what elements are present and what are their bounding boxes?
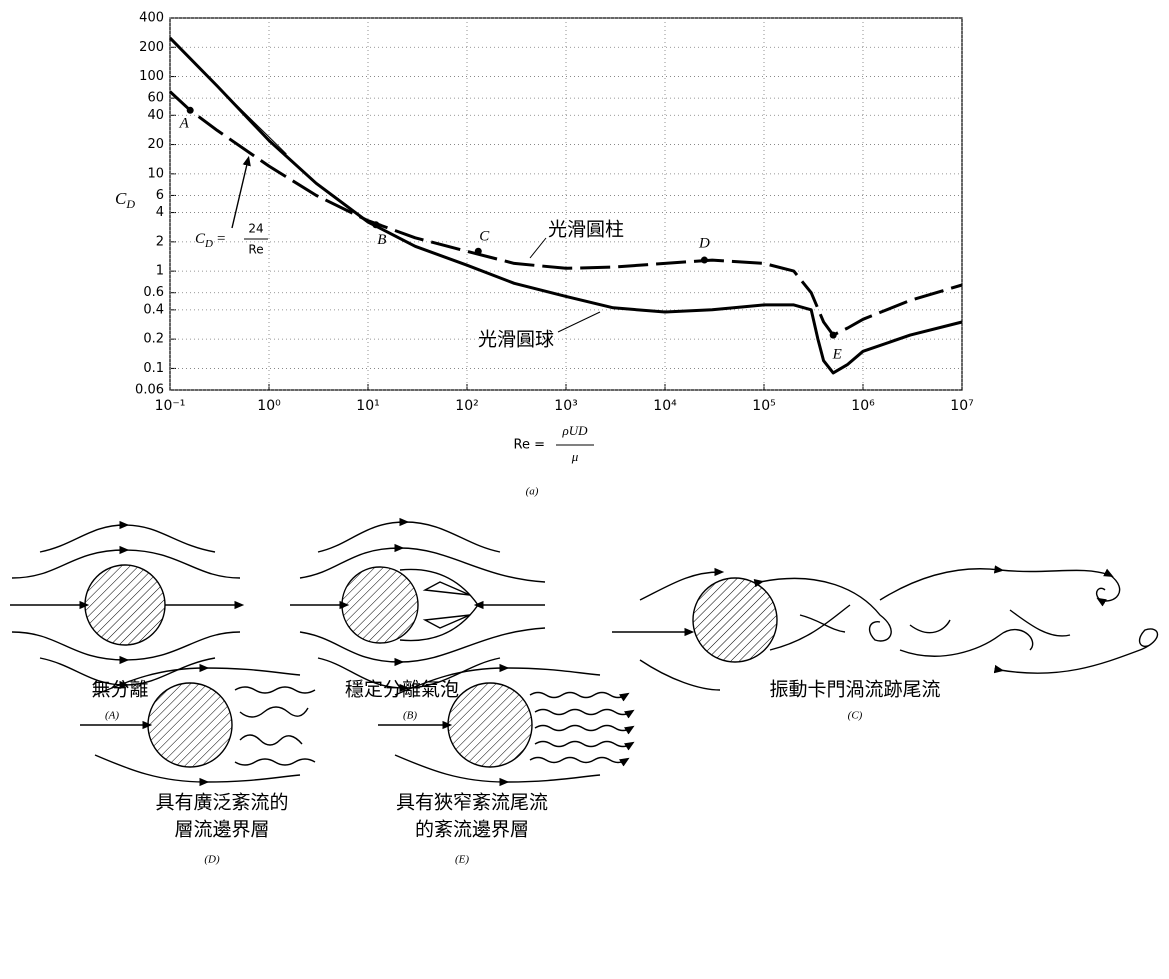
cylinder (448, 683, 532, 767)
point-label: E (832, 347, 842, 363)
y-tick-label: 40 (147, 108, 164, 123)
diagram-tag: (A) (105, 710, 119, 722)
cylinder (342, 567, 418, 643)
diagram-tag: (C) (848, 710, 863, 722)
y-tick-label: 100 (139, 69, 164, 84)
diagram-title: 穩定分離氣泡 (345, 679, 459, 701)
y-tick-label: 10 (147, 166, 164, 181)
formula-eq: = (217, 231, 225, 247)
point-label: D (698, 235, 710, 251)
diagram-title: 具有狹窄紊流尾流 (396, 792, 548, 814)
x-tick-label: 10⁶ (851, 398, 875, 414)
y-tick-label: 2 (156, 234, 164, 249)
point-label: A (179, 116, 190, 132)
y-tick-label: 200 (139, 40, 164, 55)
y-tick-label: 0.6 (143, 285, 164, 300)
y-label-main: C (115, 189, 127, 208)
diagram-tag: (D) (204, 854, 220, 866)
diagram-title: 的紊流邊界層 (415, 819, 529, 841)
y-label-sub: D (125, 197, 135, 211)
formula-den: Re (248, 243, 263, 257)
formula-num: 24 (248, 222, 263, 236)
point-label: B (377, 232, 386, 248)
y-tick-label: 400 (139, 11, 164, 26)
point (701, 257, 708, 264)
y-tick-label: 4 (156, 205, 164, 220)
cylinder (693, 578, 777, 662)
x-label-lhs: Re = (514, 438, 545, 453)
point (187, 107, 194, 114)
diagram-tag: (B) (403, 710, 417, 722)
y-tick-label: 0.4 (143, 302, 164, 317)
diagram-tag: (E) (455, 854, 469, 866)
x-tick-label: 10¹ (356, 398, 379, 414)
y-tick-label: 0.2 (143, 332, 164, 347)
x-tick-label: 10⁰ (257, 398, 281, 414)
point (372, 221, 379, 228)
x-tick-label: 10⁻¹ (155, 398, 186, 414)
formula-sub: D (204, 238, 213, 250)
series-name: 光滑圓柱 (548, 219, 624, 241)
diagram-title: 振動卡門渦流跡尾流 (769, 679, 940, 701)
caption: (a) (526, 486, 539, 498)
cylinder (85, 565, 165, 645)
series-name: 光滑圓球 (478, 329, 554, 351)
point (475, 248, 482, 255)
y-tick-label: 0.1 (143, 361, 164, 376)
x-tick-label: 10⁷ (950, 398, 973, 414)
y-tick-label: 1 (156, 264, 164, 279)
x-tick-label: 10⁴ (653, 398, 677, 414)
y-tick-label: 6 (156, 188, 164, 203)
figure: CD Re = ρUD μ (a) CD= 24 Re 0.060.10.20.… (0, 0, 1169, 979)
diagram-title: 無分離 (91, 679, 148, 701)
cylinder (148, 683, 232, 767)
x-label-num: ρUD (561, 423, 588, 438)
x-tick-label: 10⁵ (752, 398, 775, 414)
x-tick-label: 10² (455, 398, 478, 414)
page: CD Re = ρUD μ (a) CD= 24 Re 0.060.10.20.… (0, 0, 1169, 979)
x-tick-label: 10³ (554, 398, 577, 414)
x-label-den: μ (571, 449, 579, 464)
y-tick-label: 20 (147, 137, 164, 152)
point-label: C (479, 229, 490, 245)
diagram-title: 層流邊界層 (174, 819, 269, 841)
point (830, 332, 837, 339)
y-tick-label: 60 (147, 91, 164, 106)
diagram-title: 具有廣泛紊流的 (155, 792, 288, 814)
y-tick-label: 0.06 (135, 383, 164, 398)
